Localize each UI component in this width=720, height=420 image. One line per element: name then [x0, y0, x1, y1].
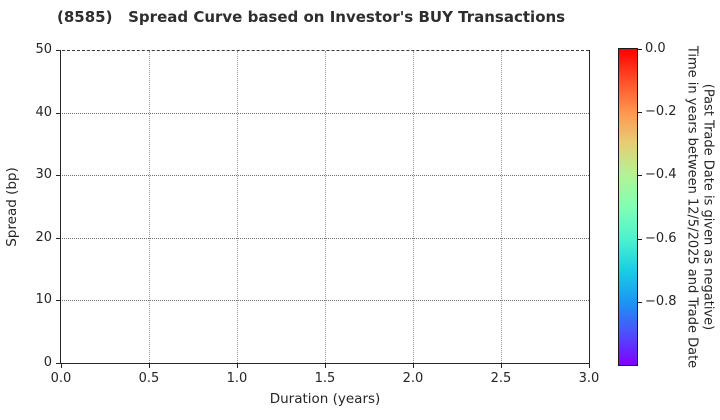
- grid-line-vertical: [149, 51, 150, 363]
- colorbar-label-line2: (Past Trade Date is given as negative): [700, 83, 716, 331]
- x-tick-label: 2.0: [402, 371, 424, 386]
- colorbar-tick-label: −0.2: [645, 104, 677, 120]
- y-tick-mark: [56, 300, 60, 302]
- y-tick-label: 10: [35, 292, 52, 308]
- y-tick-mark: [56, 175, 60, 177]
- colorbar-tick-mark: [638, 112, 642, 114]
- colorbar: [618, 48, 638, 366]
- y-tick-mark: [56, 237, 60, 239]
- colorbar-tick-label: −0.6: [645, 230, 677, 246]
- y-tick-mark: [56, 50, 60, 51]
- grid-line-vertical: [237, 51, 238, 363]
- x-tick-label: 1.5: [314, 371, 336, 386]
- colorbar-tick-label: −0.4: [645, 167, 677, 183]
- x-tick-mark: [325, 364, 326, 368]
- x-tick-mark: [61, 364, 62, 368]
- x-tick-label: 0.0: [50, 371, 72, 386]
- colorbar-tick-mark: [638, 175, 642, 177]
- chart-title: (8585) Spread Curve based on Investor's …: [57, 8, 566, 26]
- grid-line-horizontal: [62, 50, 589, 51]
- y-tick-mark: [56, 363, 60, 364]
- x-tick-mark: [237, 364, 238, 368]
- x-tick-mark: [413, 364, 414, 368]
- axis-spine-bottom: [60, 363, 590, 364]
- axis-spine-left: [60, 50, 61, 364]
- grid-line-horizontal: [62, 112, 589, 114]
- y-tick-label: 0: [43, 355, 52, 370]
- x-tick-label: 3.0: [578, 371, 600, 386]
- y-tick-mark: [56, 112, 60, 114]
- y-tick-label: 30: [35, 167, 52, 183]
- x-tick-mark: [501, 364, 502, 368]
- x-tick-label: 1.0: [226, 371, 248, 386]
- colorbar-tick-mark: [638, 301, 642, 303]
- y-tick-label: 20: [35, 229, 52, 245]
- x-tick-mark: [149, 364, 150, 368]
- colorbar-label-line1: Time in years between 12/5/2025 and Trad…: [684, 45, 700, 369]
- x-tick-mark: [589, 364, 590, 368]
- y-tick-label: 50: [35, 42, 52, 57]
- y-axis-label: Spread (bp): [4, 167, 20, 247]
- colorbar-tick-label: 0.0: [645, 41, 666, 56]
- grid-line-vertical: [501, 51, 502, 363]
- colorbar-tick-label: −0.8: [645, 293, 677, 309]
- colorbar-tick-mark: [638, 238, 642, 240]
- x-axis-label: Duration (years): [269, 391, 381, 407]
- grid-line-horizontal: [62, 237, 589, 239]
- grid-line-horizontal: [62, 300, 589, 302]
- x-tick-label: 2.5: [490, 371, 512, 386]
- grid-line-horizontal: [62, 175, 589, 177]
- grid-line-vertical: [325, 51, 326, 363]
- grid-line-vertical: [413, 51, 414, 363]
- y-tick-label: 40: [35, 104, 52, 120]
- x-tick-label: 0.5: [138, 371, 160, 386]
- colorbar-tick-mark: [638, 49, 642, 50]
- axis-spine-right: [589, 50, 590, 364]
